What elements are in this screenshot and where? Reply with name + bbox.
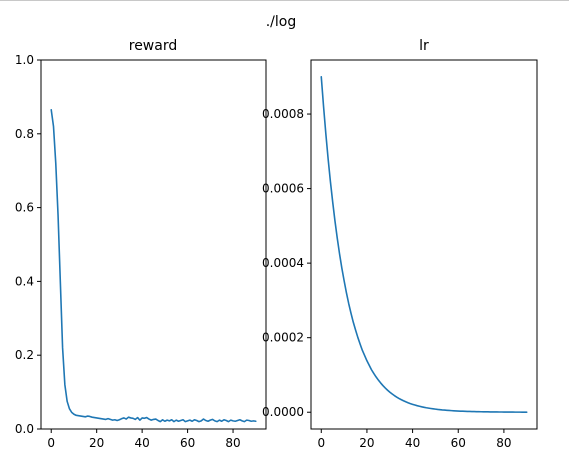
reward-ytick-label: 0.4 xyxy=(15,274,34,288)
reward-series-line xyxy=(50,109,257,423)
reward-ytick-label: 0.6 xyxy=(15,201,34,215)
lr-xtick-label: 60 xyxy=(451,436,466,450)
lr-xtick-label: 0 xyxy=(317,436,325,450)
lr-xtick-label: 40 xyxy=(405,436,420,450)
reward-subplot: reward 0 20 40 60 80 0.0 0.2 0.4 0.6 0.8 1.0 xyxy=(15,38,267,450)
reward-xtick-label: 20 xyxy=(89,436,104,450)
reward-ticks: 0 20 40 60 80 0.0 0.2 0.4 0.6 0.8 1.0 xyxy=(15,53,241,450)
lr-series-line xyxy=(320,75,528,413)
reward-xtick-label: 80 xyxy=(225,436,240,450)
reward-title: reward xyxy=(129,38,178,54)
lr-lines xyxy=(320,75,528,413)
reward-ytick-label: 0.0 xyxy=(15,422,34,436)
reward-ytick-label: 1.0 xyxy=(15,53,34,67)
lr-ytick-label: 0.0008 xyxy=(262,107,304,121)
lr-xtick-label: 80 xyxy=(496,436,511,450)
lr-ytick-label: 0.0000 xyxy=(262,405,304,419)
lr-ytick-label: 0.0006 xyxy=(262,182,304,196)
lr-axes-frame xyxy=(310,59,538,430)
reward-xtick-label: 40 xyxy=(134,436,149,450)
reward-ytick-label: 0.8 xyxy=(15,127,34,141)
reward-xtick-label: 0 xyxy=(47,436,55,450)
lr-ytick-label: 0.0002 xyxy=(262,331,304,345)
figure-suptitle: ./log xyxy=(266,14,297,30)
reward-axes-frame xyxy=(40,59,267,430)
reward-xtick-label: 60 xyxy=(180,436,195,450)
lr-xtick-label: 20 xyxy=(359,436,374,450)
reward-ytick-label: 0.2 xyxy=(15,348,34,362)
lr-subplot: lr 0 20 40 60 80 0.0000 0.0002 0.0004 0.0006 0.00… xyxy=(262,38,538,450)
lr-ytick-label: 0.0004 xyxy=(262,256,304,270)
reward-lines xyxy=(50,109,257,423)
lr-title: lr xyxy=(419,38,429,54)
window-top-border xyxy=(0,0,569,1)
lr-ticks: 0 20 40 60 80 0.0000 0.0002 0.0004 0.0006 0.0008 xyxy=(262,107,512,450)
